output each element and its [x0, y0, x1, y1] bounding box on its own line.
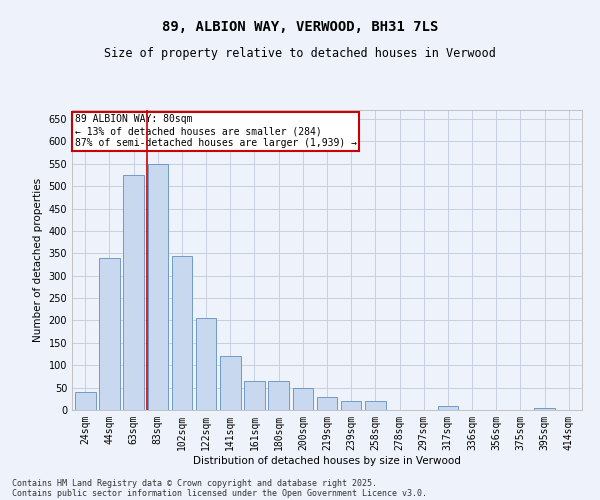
- Bar: [317, 396, 337, 410]
- Bar: [220, 356, 241, 410]
- Text: Contains public sector information licensed under the Open Government Licence v3: Contains public sector information licen…: [12, 488, 427, 498]
- X-axis label: Distribution of detached houses by size in Verwood: Distribution of detached houses by size …: [193, 456, 461, 466]
- Bar: [99, 258, 120, 410]
- Bar: [268, 381, 289, 410]
- Y-axis label: Number of detached properties: Number of detached properties: [33, 178, 43, 342]
- Bar: [437, 406, 458, 410]
- Bar: [148, 164, 168, 410]
- Text: 89 ALBION WAY: 80sqm
← 13% of detached houses are smaller (284)
87% of semi-deta: 89 ALBION WAY: 80sqm ← 13% of detached h…: [74, 114, 356, 148]
- Bar: [244, 381, 265, 410]
- Bar: [293, 388, 313, 410]
- Bar: [534, 408, 555, 410]
- Text: Contains HM Land Registry data © Crown copyright and database right 2025.: Contains HM Land Registry data © Crown c…: [12, 478, 377, 488]
- Bar: [341, 401, 361, 410]
- Bar: [124, 175, 144, 410]
- Bar: [172, 256, 192, 410]
- Bar: [365, 401, 386, 410]
- Text: Size of property relative to detached houses in Verwood: Size of property relative to detached ho…: [104, 48, 496, 60]
- Bar: [196, 318, 217, 410]
- Text: 89, ALBION WAY, VERWOOD, BH31 7LS: 89, ALBION WAY, VERWOOD, BH31 7LS: [162, 20, 438, 34]
- Bar: [75, 392, 95, 410]
